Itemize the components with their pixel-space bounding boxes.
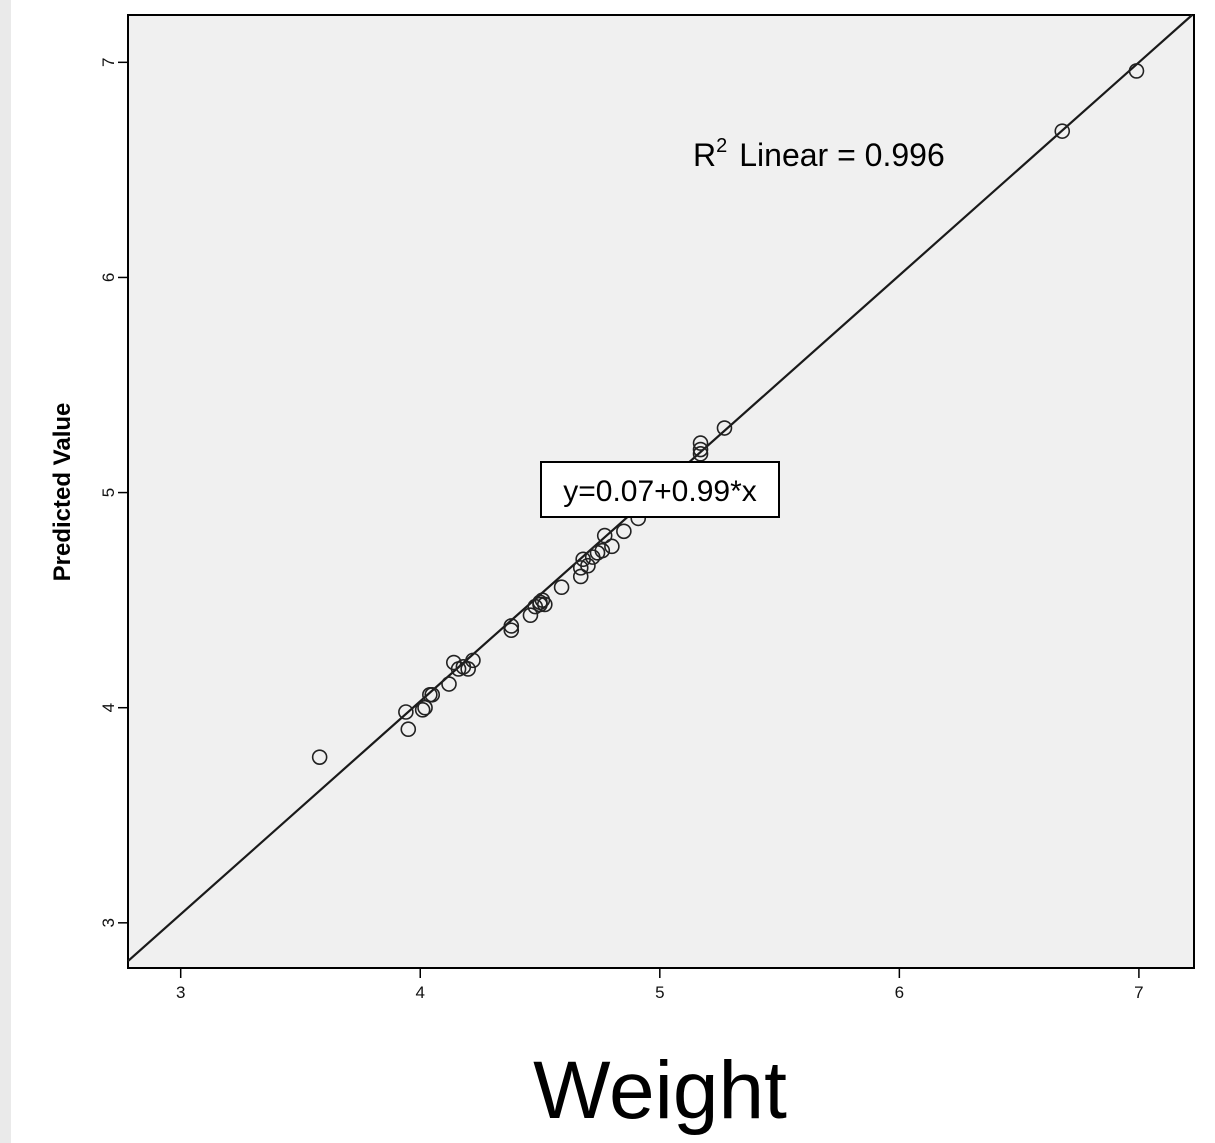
data-point (422, 686, 438, 703)
data-point (460, 661, 476, 677)
x-tick-label: 7 (1134, 983, 1143, 1002)
data-point (572, 568, 589, 585)
data-point (522, 607, 539, 623)
r2-superscript: 2 (716, 135, 727, 157)
data-point (465, 652, 481, 669)
data-point (572, 560, 589, 576)
x-tick-label: 3 (176, 983, 185, 1002)
data-point (400, 721, 417, 738)
x-tick-label: 6 (895, 983, 904, 1002)
x-axis: 3 4 5 6 7 (176, 968, 1144, 1002)
data-point (1054, 123, 1071, 139)
data-point (503, 622, 520, 639)
y-axis: 3 4 5 6 7 (99, 58, 128, 928)
r2-text: Linear = 0.996 (739, 137, 945, 173)
y-tick-label: 3 (99, 918, 118, 927)
data-point (503, 618, 520, 634)
data-point (398, 704, 414, 720)
x-tick-label: 4 (416, 983, 425, 1002)
y-tick-label: 5 (99, 488, 118, 497)
y-axis-title: Predicted Value (49, 403, 76, 582)
r2-prefix: R (693, 137, 716, 173)
equation-label: y=0.07+0.99*x (563, 475, 757, 508)
data-point (441, 676, 457, 692)
data-point (594, 542, 611, 559)
y-tick-label: 6 (99, 273, 118, 282)
data-point (311, 749, 328, 765)
y-tick-label: 7 (99, 58, 118, 67)
data-point (616, 523, 632, 540)
y-tick-label: 4 (99, 703, 118, 712)
data-point (604, 538, 620, 555)
x-axis-title: Weight (533, 1045, 787, 1136)
data-point (532, 594, 548, 611)
x-tick-label: 5 (655, 983, 664, 1002)
data-point (692, 435, 709, 451)
data-point (414, 702, 431, 718)
data-point (596, 527, 613, 544)
equation-box: y=0.07+0.99*x (540, 461, 780, 518)
data-point (580, 557, 596, 574)
data-point (553, 579, 570, 596)
points-layer (311, 63, 1145, 765)
data-point (692, 446, 709, 462)
r2-annotation: R2 Linear = 0.996 (693, 135, 945, 173)
data-point (716, 420, 733, 436)
data-point (692, 441, 709, 458)
data-point (1128, 63, 1145, 79)
left-border-strip (0, 0, 11, 1143)
